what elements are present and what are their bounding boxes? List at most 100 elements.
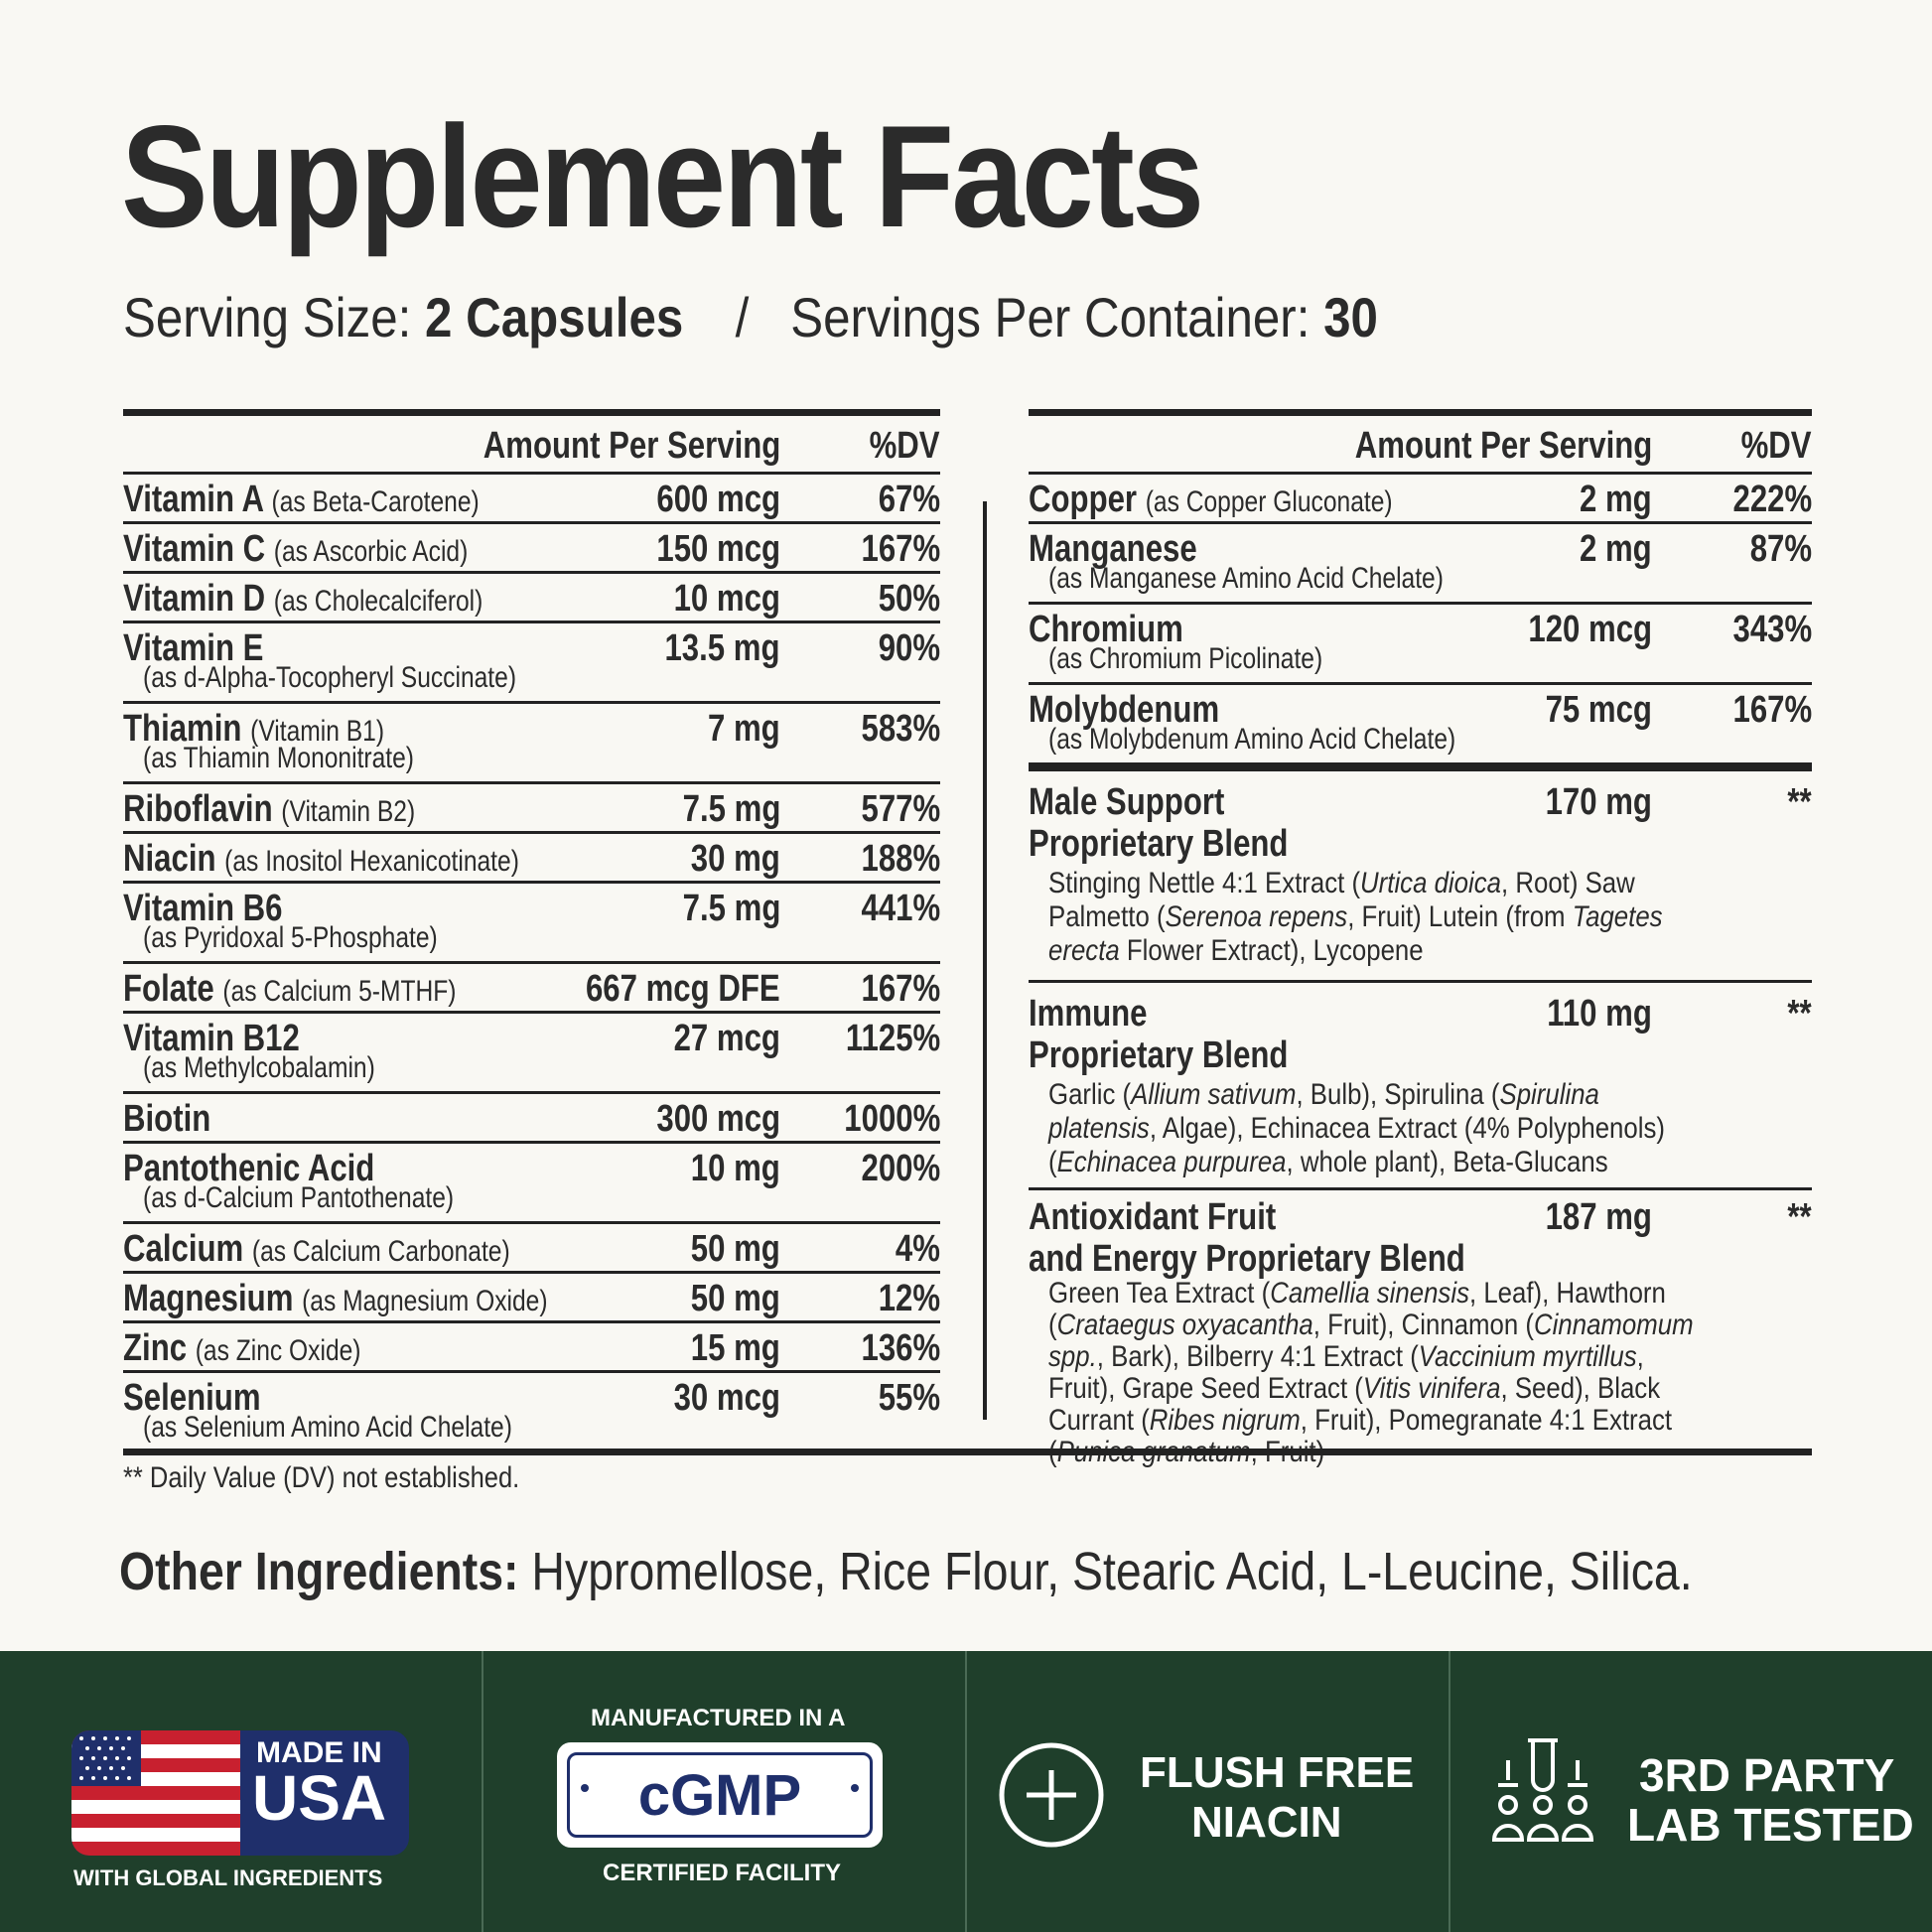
nutrient-dv: 167% [861, 528, 940, 570]
blend-amount: 170 mg [1545, 781, 1652, 823]
nutrient-dv: 50% [878, 578, 940, 620]
nutrient-amount: 7 mg [708, 708, 780, 750]
nutrient-row: Vitamin B12 (as Methylcobalamin) 27 mcg 112… [123, 1014, 940, 1094]
blend-row: Immune Proprietary Blend 110 mg ** Garlic… [1029, 983, 1812, 1190]
nutrient-row: Zinc (as Zinc Oxide) 15 mg 136% [123, 1323, 940, 1373]
nutrient-row: Pantothenic Acid (as d-Calcium Pantothena… [123, 1144, 940, 1224]
cgmp-mark: cGMP [637, 1763, 802, 1828]
nutrient-name: Vitamin D (as Cholecalciferol) [123, 578, 483, 620]
nutrient-row: Copper (as Copper Gluconate) 2 mg 222% [1029, 475, 1812, 524]
nutrient-row: Folate (as Calcium 5-MTHF) 667 mcg DFE 167… [123, 964, 940, 1014]
nutrient-name: Thiamin (Vitamin B1) [123, 708, 385, 750]
nutrient-dv: 87% [1749, 528, 1812, 570]
nutrient-form: (Vitamin B2) [281, 795, 416, 828]
nutrient-amount: 27 mcg [673, 1018, 780, 1059]
servings-per-container-label: Servings Per Container: [790, 286, 1311, 348]
nutrient-dv: 200% [861, 1148, 940, 1189]
nutrient-form: (as Selenium Amino Acid Chelate) [143, 1411, 512, 1444]
nutrient-form: (as Magnesium Oxide) [302, 1285, 548, 1317]
blend-name: Antioxidant Fruit and Energy Proprietary … [1029, 1196, 1465, 1280]
serving-separator: / [735, 286, 750, 348]
nutrient-dv: 583% [861, 708, 940, 750]
nutrient-amount: 75 mcg [1545, 689, 1652, 731]
blend-name: Immune Proprietary Blend [1029, 993, 1289, 1076]
lab-line1: 3RD PARTY [1639, 1749, 1895, 1801]
nutrient-dv: 167% [861, 968, 940, 1010]
blend-dv: ** [1787, 781, 1812, 823]
cgmp-badge: MANUFACTURED IN A cGMP CERTIFIED FACILIT… [483, 1651, 967, 1932]
nutrient-amount: 30 mcg [673, 1377, 780, 1419]
nutrient-name: Chromium [1029, 609, 1183, 650]
footnote: ** Daily Value (DV) not established. [123, 1461, 520, 1494]
nutrient-form: (as Copper Gluconate) [1145, 485, 1393, 518]
nutrient-dv: 441% [861, 888, 940, 929]
usa-line2: USA [252, 1762, 387, 1834]
nutrient-form: (as Manganese Amino Acid Chelate) [1048, 562, 1444, 595]
table-header: Amount Per Serving %DV [123, 409, 940, 475]
nutrient-amount: 2 mg [1580, 479, 1652, 520]
nutrient-row: Magnesium (as Magnesium Oxide) 50 mg 12% [123, 1274, 940, 1323]
nutrient-name: Biotin [123, 1098, 211, 1140]
nutrient-amount: 7.5 mg [682, 788, 780, 830]
nutrient-name: Calcium (as Calcium Carbonate) [123, 1228, 510, 1270]
nutrient-amount: 50 mg [690, 1228, 780, 1270]
nutrient-row: Selenium (as Selenium Amino Acid Chelate)… [123, 1373, 940, 1450]
facts-table-right: Amount Per Serving %DV Copper (as Copper… [1029, 409, 1812, 1468]
nutrient-amount: 300 mcg [656, 1098, 780, 1140]
nutrient-dv: 12% [878, 1278, 940, 1319]
nutrient-row: Riboflavin (Vitamin B2) 7.5 mg 577% [123, 784, 940, 834]
nutrient-amount: 13.5 mg [664, 627, 780, 669]
usa-line1: MADE IN [256, 1736, 382, 1769]
nutrient-row: Molybdenum (as Molybdenum Amino Acid Chel… [1029, 685, 1812, 765]
nutrient-form: (as Pyridoxal 5-Phosphate) [143, 921, 438, 954]
blend-ingredients: Garlic (Allium sativum, Bulb), Spirulina… [1048, 1078, 1665, 1178]
nutrient-name: Molybdenum [1029, 689, 1220, 731]
nutrient-form: (Vitamin B1) [250, 715, 385, 748]
nutrient-row: Manganese (as Manganese Amino Acid Chelat… [1029, 524, 1812, 605]
cgmp-bottom: CERTIFIED FACILITY [603, 1860, 841, 1886]
other-ingredients-value: Hypromellose, Rice Flour, Stearic Acid, … [531, 1542, 1693, 1601]
blend-ingredients: Green Tea Extract (Camellia sinensis, Le… [1048, 1277, 1694, 1468]
nutrient-dv: 167% [1732, 689, 1812, 731]
nutrient-form: (as Thiamin Mononitrate) [143, 742, 414, 774]
nutrient-dv: 188% [861, 838, 940, 880]
nutrient-form: (as Methylcobalamin) [143, 1051, 375, 1084]
nutrient-form: (as Cholecalciferol) [273, 585, 483, 618]
page-title: Supplement Facts [121, 95, 1204, 257]
table-bottom-rule [123, 1449, 1812, 1455]
nutrient-amount: 10 mg [690, 1148, 780, 1189]
nutrient-dv: 1000% [843, 1098, 940, 1140]
nutrient-amount: 120 mcg [1528, 609, 1652, 650]
nutrient-amount: 50 mg [690, 1278, 780, 1319]
nutrient-row: Calcium (as Calcium Carbonate) 50 mg 4% [123, 1224, 940, 1274]
other-ingredients: Other Ingredients: Hypromellose, Rice Fl… [119, 1541, 1693, 1602]
nutrient-dv: 343% [1732, 609, 1812, 650]
nutrient-row: Thiamin (Vitamin B1) (as Thiamin Mononitr… [123, 704, 940, 784]
nutrient-form: (as Chromium Picolinate) [1048, 642, 1323, 675]
nutrient-row: Vitamin D (as Cholecalciferol) 10 mcg 50% [123, 574, 940, 623]
nutrient-row: Chromium (as Chromium Picolinate) 120 mcg 3… [1029, 605, 1812, 685]
nutrient-dv: 55% [878, 1377, 940, 1419]
nutrient-row: Vitamin A (as Beta-Carotene) 600 mcg 67% [123, 475, 940, 524]
nutrient-name: Pantothenic Acid [123, 1148, 375, 1189]
nutrient-form: (as Calcium 5-MTHF) [222, 975, 457, 1008]
other-ingredients-label: Other Ingredients: [119, 1542, 519, 1601]
blend-row: Male Support Proprietary Blend 170 mg ** … [1029, 765, 1812, 983]
nutrient-name: Manganese [1029, 528, 1197, 570]
usa-sub: WITH GLOBAL INGREDIENTS [73, 1865, 383, 1890]
flush-line2: NIACIN [1191, 1798, 1342, 1847]
nutrient-form: (as Beta-Carotene) [271, 485, 480, 518]
nutrient-form: (as d-Alpha-Tocopheryl Succinate) [143, 661, 517, 694]
blend-dv: ** [1787, 993, 1812, 1035]
nutrient-name: Vitamin B6 [123, 888, 283, 929]
blend-row: Antioxidant Fruit and Energy Proprietary … [1029, 1190, 1812, 1468]
nutrient-amount: 150 mcg [656, 528, 780, 570]
nutrient-dv: 4% [895, 1228, 940, 1270]
nutrient-row: Biotin 300 mcg 1000% [123, 1094, 940, 1144]
servings-per-container-value: 30 [1323, 286, 1378, 348]
nutrient-name: Copper (as Copper Gluconate) [1029, 479, 1393, 520]
nutrient-row: Vitamin E (as d-Alpha-Tocopheryl Succinat… [123, 623, 940, 704]
nutrient-amount: 15 mg [690, 1327, 780, 1369]
lab-test-icon [1491, 1738, 1594, 1842]
lab-line2: LAB TESTED [1627, 1799, 1914, 1851]
